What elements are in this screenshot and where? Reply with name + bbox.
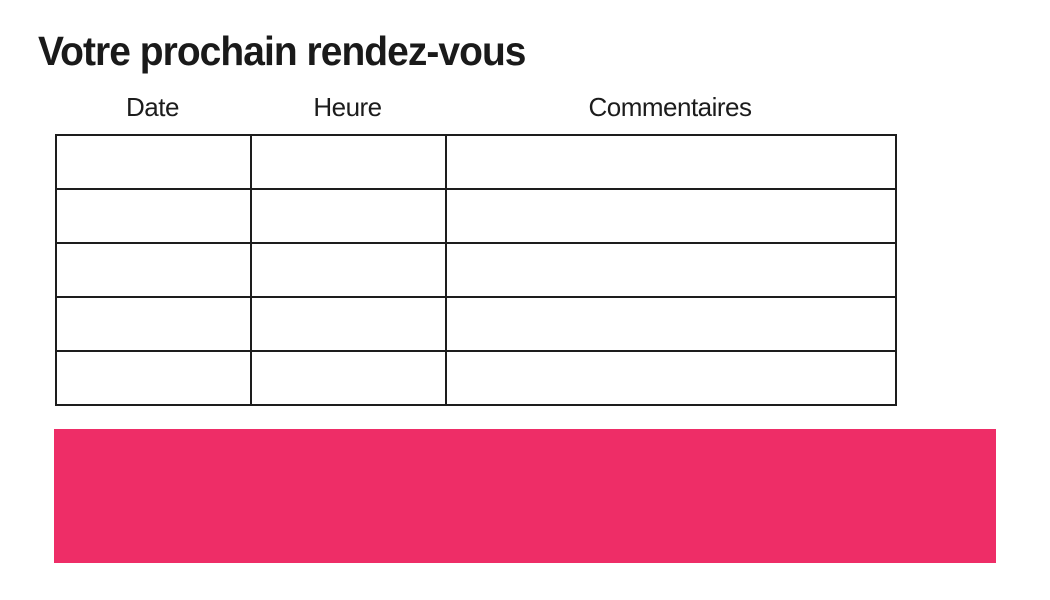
column-header-date: Date [126, 92, 179, 122]
appointments-table [55, 134, 897, 406]
table-cell [445, 296, 897, 352]
table-cell [445, 188, 897, 244]
table-row [55, 134, 897, 190]
table-row [55, 242, 897, 298]
table-cell [250, 242, 447, 298]
table-row [55, 350, 897, 406]
table-cell [250, 350, 447, 406]
table-cell [250, 134, 447, 190]
table-cell [445, 350, 897, 406]
accent-bar [54, 429, 996, 563]
table-header-row: Date Heure Commentaires [55, 92, 895, 123]
table-cell [55, 242, 252, 298]
page-title: Votre prochain rendez-vous [38, 28, 526, 74]
table-cell [250, 296, 447, 352]
column-header-heure: Heure [313, 92, 382, 122]
table-cell [445, 134, 897, 190]
table-cell [55, 134, 252, 190]
appointments-table-body [55, 134, 897, 406]
table-cell [445, 242, 897, 298]
table-row [55, 296, 897, 352]
table-cell [55, 188, 252, 244]
table-cell [55, 296, 252, 352]
table-cell [250, 188, 447, 244]
table-row [55, 188, 897, 244]
table-cell [55, 350, 252, 406]
column-header-commentaires: Commentaires [588, 92, 752, 122]
